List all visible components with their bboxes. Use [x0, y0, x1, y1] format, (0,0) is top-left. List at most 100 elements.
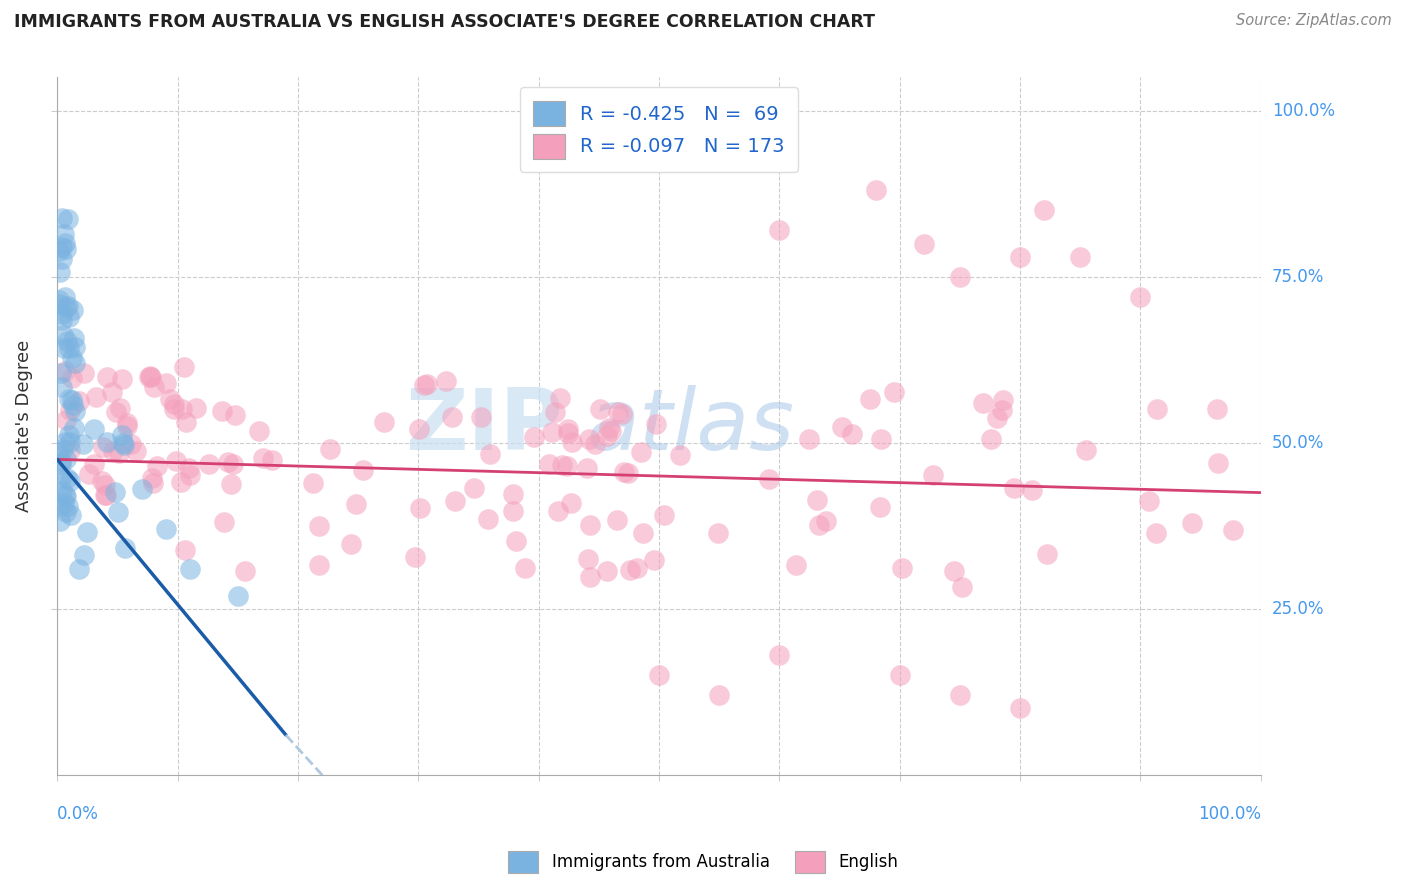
Point [53, 434, 76, 449]
Point [63, 356, 86, 370]
Point [344, 497, 367, 511]
Point [912, 236, 935, 251]
Point [612, 407, 634, 421]
Point [51, 240, 73, 254]
Point [48, 296, 70, 310]
Point [477, 511, 499, 525]
Point [1002, 481, 1025, 495]
Point [91, 440, 114, 454]
Point [219, 476, 242, 491]
Point [59, 474, 82, 488]
Point [73, 549, 96, 563]
Point [949, 269, 972, 284]
Text: 75.0%: 75.0% [1272, 268, 1324, 285]
Point [138, 369, 160, 384]
Point [576, 551, 599, 566]
Point [619, 563, 641, 577]
Point [555, 459, 578, 474]
Point [49, 499, 72, 513]
Point [77, 467, 100, 482]
Point [643, 553, 665, 567]
Point [1146, 402, 1168, 417]
Point [146, 459, 169, 474]
Point [179, 460, 201, 475]
Point [55, 300, 77, 314]
Point [806, 492, 828, 507]
Text: 100.0%: 100.0% [1272, 102, 1334, 120]
Point [94, 488, 117, 502]
Point [645, 417, 668, 432]
Point [174, 415, 197, 429]
Point [1181, 516, 1204, 531]
Point [211, 403, 233, 417]
Point [112, 438, 135, 452]
Text: 0.0%: 0.0% [58, 805, 100, 823]
Point [48, 445, 70, 459]
Point [58, 341, 80, 355]
Point [55, 489, 77, 503]
Point [578, 518, 600, 533]
Point [1129, 290, 1152, 304]
Point [163, 402, 186, 417]
Point [48, 244, 70, 258]
Point [807, 518, 830, 533]
Point [55, 290, 77, 304]
Point [515, 561, 537, 575]
Point [233, 564, 256, 578]
Point [104, 405, 127, 419]
Point [52, 341, 75, 355]
Point [58, 499, 80, 513]
Point [815, 514, 838, 528]
Point [841, 427, 863, 442]
Point [505, 534, 527, 549]
Point [301, 475, 323, 490]
Point [523, 430, 546, 444]
Point [51, 307, 73, 321]
Point [51, 483, 73, 498]
Point [115, 418, 138, 433]
Point [217, 455, 239, 469]
Point [579, 570, 602, 584]
Point [214, 515, 236, 529]
Point [165, 453, 187, 467]
Point [49, 366, 72, 380]
Point [404, 549, 426, 564]
Point [198, 458, 221, 472]
Point [308, 518, 330, 533]
Point [502, 487, 524, 501]
Point [540, 425, 562, 439]
Point [441, 410, 464, 425]
Point [1222, 524, 1244, 538]
Point [111, 372, 134, 386]
Point [96, 369, 118, 384]
Point [62, 398, 84, 412]
Point [991, 392, 1014, 407]
Point [108, 401, 131, 416]
Point [1008, 250, 1031, 264]
Point [1021, 483, 1043, 498]
Point [53, 488, 76, 502]
Point [858, 392, 880, 407]
Point [170, 401, 193, 416]
Point [60, 392, 83, 407]
Point [101, 385, 124, 400]
Point [67, 562, 90, 576]
Point [596, 429, 619, 443]
Point [55, 413, 77, 427]
Point [94, 488, 117, 502]
Point [108, 446, 131, 460]
Point [51, 470, 73, 484]
Point [224, 409, 246, 423]
Point [63, 341, 86, 355]
Point [626, 561, 648, 575]
Point [470, 410, 492, 425]
Point [1206, 401, 1229, 416]
Point [49, 454, 72, 468]
Point [51, 211, 73, 225]
Point [48, 293, 70, 307]
Point [173, 359, 195, 374]
Point [352, 463, 374, 477]
Point [60, 351, 83, 365]
Point [707, 688, 730, 702]
Point [547, 504, 569, 518]
